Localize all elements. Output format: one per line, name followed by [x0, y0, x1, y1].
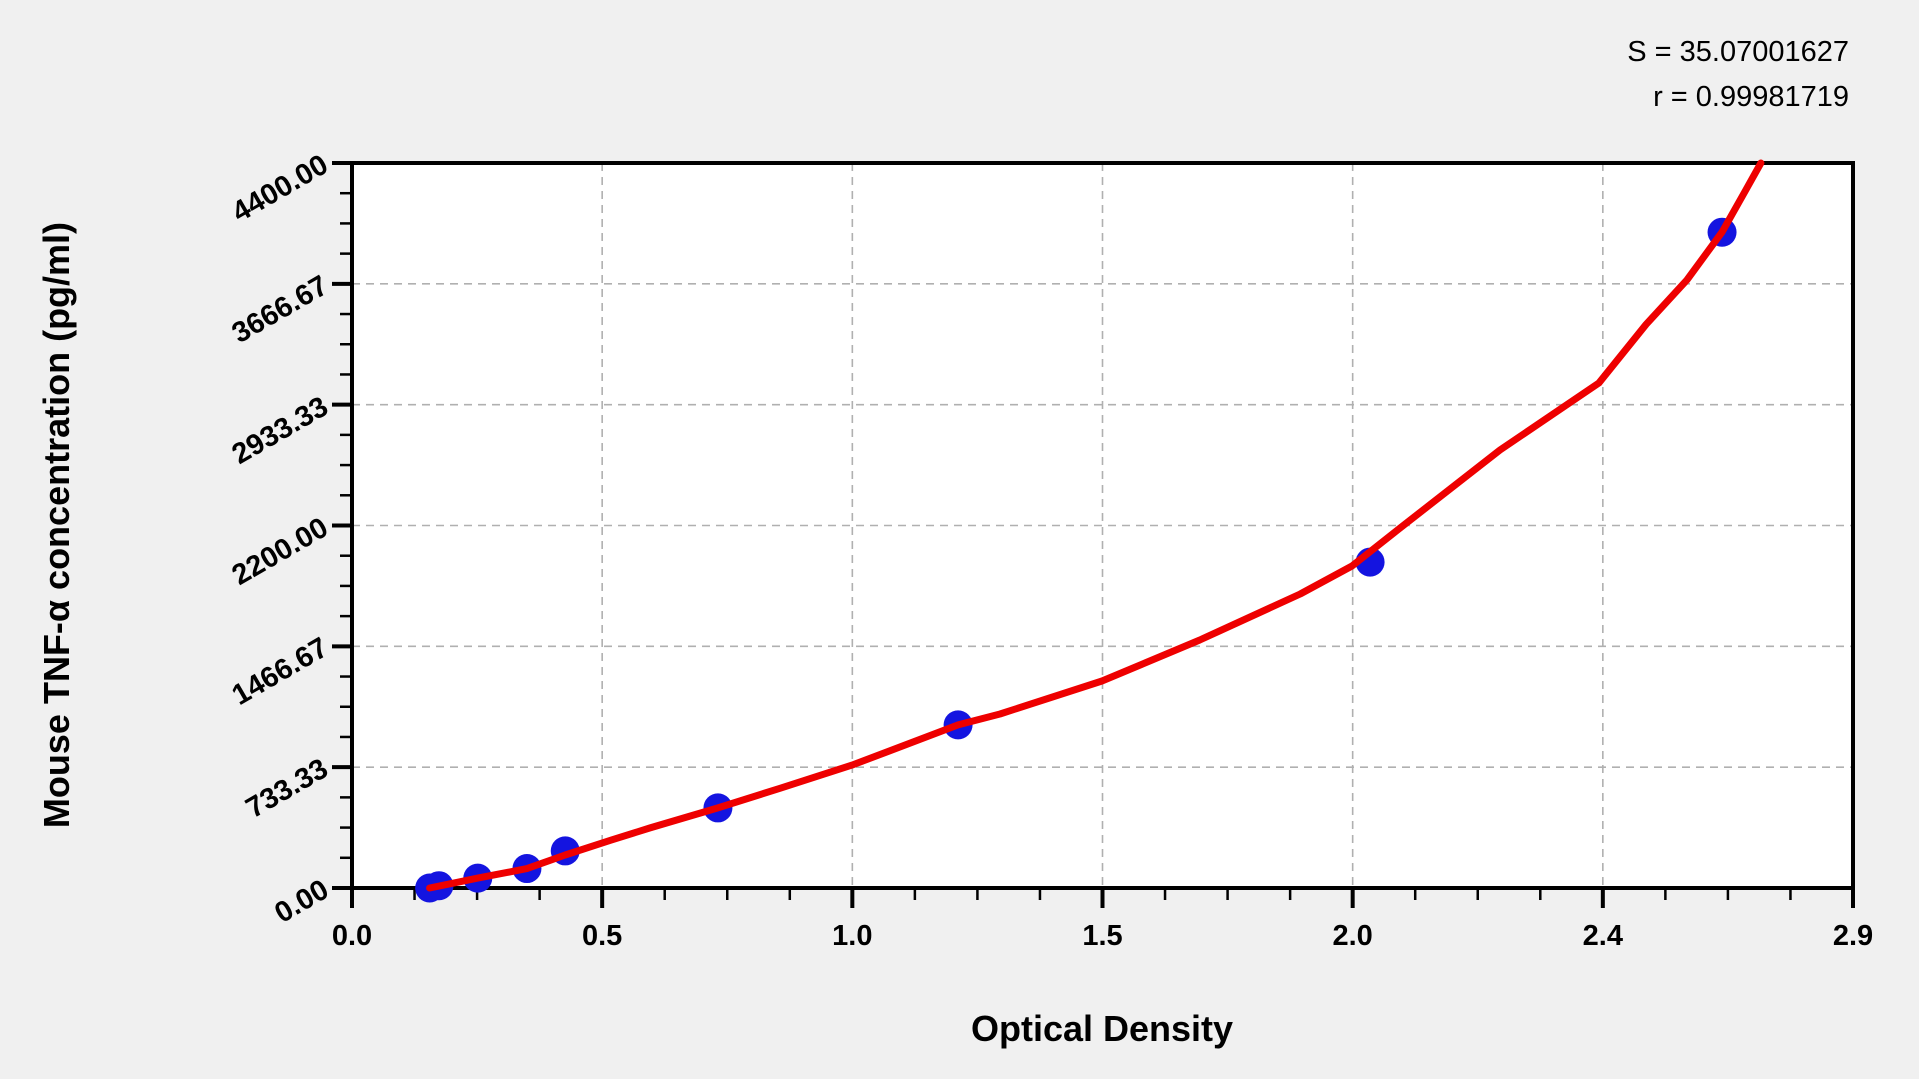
x-tick-label: 1.0: [832, 920, 873, 952]
x-tick-label: 0.5: [581, 920, 623, 952]
x-tick-label: 2.4: [1582, 920, 1623, 952]
fitted-curve: [426, 159, 1765, 892]
x-axis-title: Optical Density: [970, 1008, 1234, 1049]
x-tick-label: 0.0: [331, 920, 373, 952]
stats-annotation: S = 35.07001627 r = 0.99981719: [1627, 30, 1849, 120]
y-axis-title: Mouse TNF-α concentration (pg/ml): [36, 221, 77, 829]
x-tick-label: 2.9: [1832, 920, 1874, 952]
x-tick-label: 2.0: [1332, 920, 1373, 952]
stats-s-value: S = 35.07001627: [1627, 36, 1849, 68]
stats-r-value: r = 0.99981719: [1653, 81, 1849, 113]
x-tick-label: 1.5: [1082, 920, 1123, 952]
